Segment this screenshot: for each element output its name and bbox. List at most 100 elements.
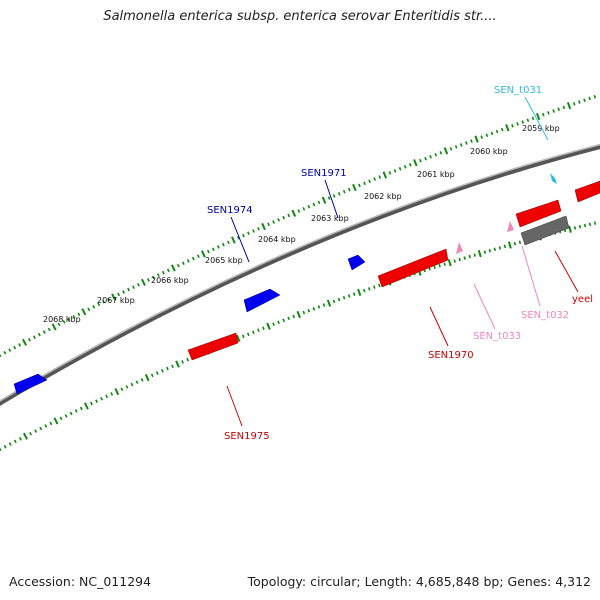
trna-sen-t033[interactable] <box>456 242 463 254</box>
ruler-outer-minor-tick <box>511 124 514 128</box>
ruler-outer-major-tick <box>200 250 206 258</box>
ruler-inner-major-tick <box>357 288 362 297</box>
ruler-inner-minor-tick <box>181 360 184 364</box>
ruler-outer-minor-tick <box>186 259 190 263</box>
ruler-outer-minor-tick <box>211 247 215 252</box>
gene-sen1971[interactable] <box>347 254 366 271</box>
ruler-outer-minor-tick <box>480 135 484 139</box>
trna-sen-t031[interactable] <box>550 173 557 184</box>
ruler-outer-minor-tick <box>216 245 220 249</box>
ruler-outer-minor-tick <box>3 350 7 355</box>
ruler-outer-minor-tick <box>583 98 586 103</box>
gene-label-sen1975[interactable]: SEN1975 <box>224 431 270 442</box>
ruler-inner-minor-tick <box>29 431 33 436</box>
ruler-inner-minor-tick <box>125 385 129 389</box>
ruler-inner-minor-tick <box>3 444 7 449</box>
ruler-inner-minor-tick <box>588 222 592 227</box>
ruler-outer-major-tick <box>443 147 449 155</box>
ruler-outer-minor-tick <box>132 285 135 289</box>
ruler-outer-minor-tick <box>252 229 255 233</box>
ruler-inner-minor-tick <box>488 248 492 253</box>
ruler-outer-minor-tick <box>127 287 130 292</box>
gene-labels: SEN_t031 SEN1971 SEN1974 SEN1970 SEN_t03… <box>207 85 593 442</box>
gene-label-sen1970[interactable]: SEN1970 <box>428 350 474 361</box>
gene-sen1974[interactable] <box>243 288 281 313</box>
gene-sen1969[interactable] <box>515 199 562 228</box>
ruler-label-2068: 2068 kbp <box>43 315 81 324</box>
ruler-inner-minor-tick <box>64 414 68 418</box>
gene-yeel[interactable] <box>574 180 600 203</box>
reverse-genes <box>187 180 600 361</box>
accession-info: Accession: NC_011294 <box>9 574 152 589</box>
ruler-outer-major-tick <box>170 264 176 272</box>
pseudo-gene[interactable] <box>520 215 570 246</box>
ruler-outer-minor-tick <box>307 204 311 209</box>
connector-sen1970 <box>429 306 449 347</box>
ruler-label-2062: 2062 kbp <box>364 192 402 201</box>
gene-label-sen-t033[interactable]: SEN_t033 <box>473 331 521 342</box>
ruler-outer-minor-tick <box>424 156 427 161</box>
gene-sen1977[interactable] <box>13 373 48 395</box>
ruler-outer-minor-tick <box>465 141 468 145</box>
ruler-outer-major-tick <box>352 183 357 192</box>
ruler-outer-minor-tick <box>37 332 41 337</box>
ruler-outer-minor-tick <box>156 273 160 277</box>
ruler-outer-minor-tick <box>403 165 407 169</box>
genome-backbone-highlight <box>0 143 600 402</box>
ruler-outer-minor-tick <box>87 307 91 312</box>
ruler-outer-minor-tick <box>408 163 412 167</box>
ruler-inner-minor-tick <box>583 223 587 228</box>
ruler-outer-minor-tick <box>332 194 336 198</box>
gene-label-sen-t032[interactable]: SEN_t032 <box>521 310 569 321</box>
ruler-label-2060: 2060 kbp <box>470 147 508 156</box>
gene-sen1975[interactable] <box>187 332 239 361</box>
ruler-outer-minor-tick <box>92 305 96 309</box>
ruler-outer-minor-tick <box>151 275 155 280</box>
gene-label-yeel[interactable]: yeel <box>572 294 593 305</box>
ruler-outer-minor-tick <box>578 100 581 104</box>
ruler-outer-minor-tick <box>181 261 185 266</box>
gene-sen1970[interactable] <box>377 248 449 288</box>
ruler-inner-major-tick <box>477 249 482 258</box>
gene-label-sen1974[interactable]: SEN1974 <box>207 205 253 216</box>
ruler-outer-minor-tick <box>102 300 106 304</box>
ruler-outer-minor-tick <box>373 177 377 181</box>
ruler-inner-minor-tick <box>257 328 260 333</box>
ruler-inner-minor-tick <box>337 297 341 302</box>
ruler-inner-minor-tick <box>13 439 17 444</box>
ruler-inner-minor-tick <box>287 316 290 321</box>
gene-label-sen1971[interactable]: SEN1971 <box>301 168 347 179</box>
ruler-outer-major-tick <box>413 159 418 167</box>
ruler-inner-minor-tick <box>69 411 73 416</box>
ruler-outer-minor-tick <box>277 218 281 222</box>
ruler-outer-minor-tick <box>337 192 341 196</box>
ruler-labels: 2059 kbp 2060 kbp 2061 kbp 2062 kbp 2063… <box>43 124 560 324</box>
ruler-inner-minor-tick <box>573 226 577 230</box>
ruler-outer-minor-tick <box>67 317 71 322</box>
ruler-inner-minor-tick <box>498 246 502 250</box>
ruler-outer-minor-tick <box>547 111 550 115</box>
ruler-inner-minor-tick <box>171 364 174 369</box>
ruler-outer-minor-tick <box>419 158 422 163</box>
connector-sen-t031 <box>524 96 549 141</box>
ruler-outer-minor-tick <box>434 152 438 157</box>
ruler-outer-minor-tick <box>388 171 392 175</box>
ruler-outer-minor-tick <box>429 154 432 159</box>
connector-yeel <box>554 250 579 293</box>
ruler-outer-minor-tick <box>47 327 51 332</box>
ruler-inner-minor-tick <box>443 262 446 266</box>
ruler-outer-minor-tick <box>302 207 306 211</box>
ruler-inner-minor-tick <box>74 409 78 413</box>
trna-sen-t032[interactable] <box>507 221 514 232</box>
ruler-inner-minor-tick <box>433 265 436 270</box>
ruler-outer-minor-tick <box>122 290 125 294</box>
ruler-outer-major-tick <box>111 293 117 301</box>
ruler-outer-minor-tick <box>470 139 473 143</box>
connector-sen-t032 <box>521 245 541 307</box>
ruler-label-2063: 2063 kbp <box>311 214 349 223</box>
ruler-outer-minor-tick <box>257 226 260 231</box>
ruler-inner-major-tick <box>507 241 512 249</box>
ruler-inner-minor-tick <box>378 283 381 288</box>
gene-label-sen-t031[interactable]: SEN_t031 <box>494 85 542 96</box>
connector-sen1974 <box>230 216 250 263</box>
